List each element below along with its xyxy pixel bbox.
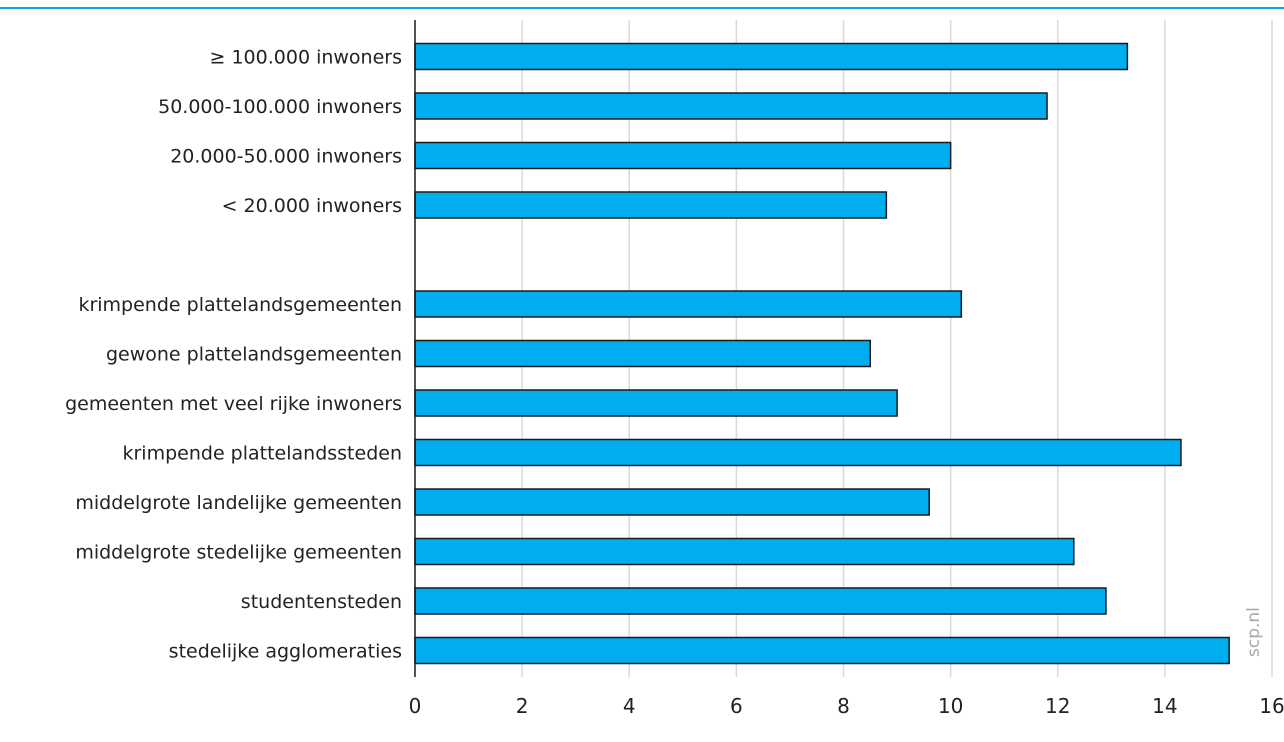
category-labels: ≥ 100.000 inwoners 50.000-100.000 inwoner… — [65, 47, 402, 663]
category-label: middelgrote landelijke gemeenten — [75, 492, 402, 514]
category-label: 50.000-100.000 inwoners — [158, 96, 402, 118]
x-tick-label: 8 — [837, 694, 850, 718]
bar — [414, 488, 930, 516]
bar — [414, 636, 1230, 665]
bars — [414, 42, 1230, 665]
bar — [414, 92, 1048, 120]
category-label: gemeenten met veel rijke inwoners — [65, 393, 402, 415]
x-tick-label: 12 — [1045, 694, 1070, 718]
category-label: gewone plattelandsgemeenten — [106, 344, 402, 366]
bar — [414, 537, 1075, 566]
category-label: 20.000-50.000 inwoners — [170, 146, 402, 168]
category-label: studentensteden — [241, 591, 402, 613]
x-tick-labels: 0 2 4 6 8 10 12 14 16 — [409, 694, 1284, 718]
x-tick-label: 2 — [516, 694, 529, 718]
bar — [414, 438, 1182, 467]
x-tick-label: 0 — [409, 694, 422, 718]
watermark: scp.nl — [1244, 607, 1264, 657]
category-label: stedelijke agglomeraties — [169, 641, 402, 663]
category-label: < 20.000 inwoners — [222, 195, 402, 217]
bar — [414, 587, 1107, 615]
x-tick-label: 10 — [938, 694, 963, 718]
category-label: krimpende plattelandssteden — [122, 443, 402, 465]
x-tick-label: 6 — [730, 694, 743, 718]
bar — [414, 339, 872, 368]
category-label: krimpende plattelandsgemeenten — [78, 294, 402, 316]
x-tick-label: 14 — [1152, 694, 1177, 718]
gridlines — [521, 20, 1273, 677]
bar — [414, 389, 898, 417]
category-label: middelgrote stedelijke gemeenten — [75, 542, 402, 564]
category-label: ≥ 100.000 inwoners — [210, 47, 403, 69]
x-tick-label: 16 — [1259, 694, 1284, 718]
bar — [414, 191, 888, 219]
top-accent-rule — [0, 7, 1284, 9]
bar — [414, 290, 963, 318]
bar — [414, 141, 952, 170]
x-tick-label: 4 — [623, 694, 636, 718]
bar — [414, 42, 1129, 71]
